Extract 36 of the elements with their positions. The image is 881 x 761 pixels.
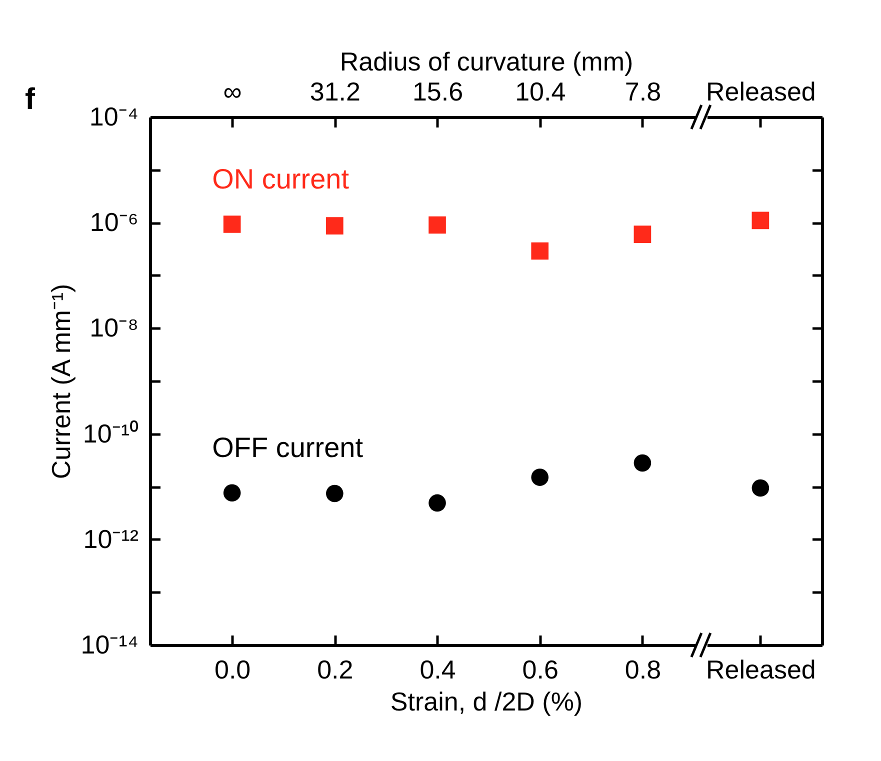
point [634, 226, 652, 243]
x-tick-label: 0.2 [317, 654, 354, 684]
point [531, 468, 549, 486]
point [223, 484, 241, 502]
y-tick-label: 10⁻⁴ [89, 102, 138, 132]
point [223, 216, 241, 233]
point [428, 494, 446, 512]
text: 10.4 [515, 76, 566, 106]
x-tick-label: 0.8 [624, 654, 662, 684]
text: ∞ [223, 76, 242, 106]
x-tick-label: 0.4 [420, 654, 456, 684]
text: 7.8 [624, 76, 662, 106]
text: 31.2 [310, 76, 360, 106]
series-label: ON current [212, 163, 350, 194]
y-tick-label: 10⁻¹⁰ [82, 418, 138, 448]
y-tick-label: 10⁻¹² [83, 524, 139, 554]
y-tick-label: 10⁻⁶ [90, 207, 138, 238]
chart-title: f [25, 83, 36, 116]
y-axis-title: Current (A mm⁻¹) [46, 284, 76, 480]
x-tick-label: Released [706, 654, 816, 684]
x-tick-label: 0.6 [522, 654, 558, 684]
y-tick-label: 10⁻⁸ [90, 312, 138, 343]
point [326, 484, 344, 502]
point [326, 217, 344, 234]
y-tick-label: 10⁻¹⁴ [80, 630, 138, 660]
x-tick-label: 0.0 [214, 654, 251, 684]
text: 15.6 [412, 76, 464, 106]
point [752, 212, 770, 230]
point [752, 479, 770, 497]
text: Released [706, 76, 816, 106]
point [531, 242, 549, 260]
point [634, 454, 652, 472]
x2-axis-title: Radius of curvature (mm) [340, 46, 634, 76]
point [428, 216, 446, 234]
series-label: OFF current [212, 432, 364, 463]
x-axis-title: Strain, d /2D (%) [390, 686, 583, 716]
